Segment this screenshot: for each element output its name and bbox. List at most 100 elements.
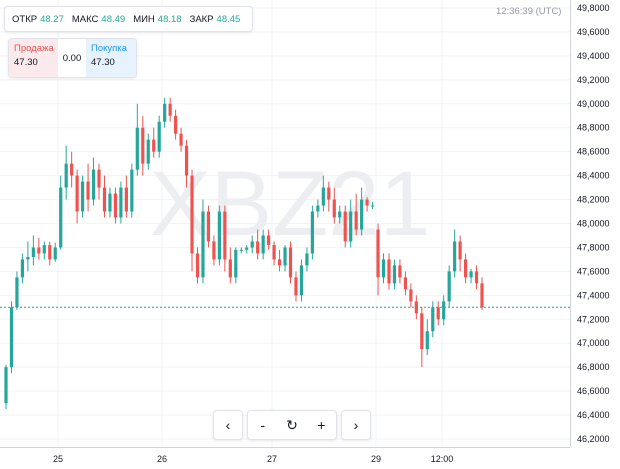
ohlc-legend: ОТКР 48.27 МАКС 48.49 МИН 48.18 ЗАКР 48.… (4, 6, 254, 32)
candle-body (75, 175, 79, 212)
price-tick-label: 47,2000 (577, 314, 610, 324)
candle-body (190, 175, 194, 254)
time-tick-label: 29 (371, 454, 381, 464)
candle-body (20, 259, 25, 278)
candle-body (294, 277, 298, 296)
buy-price: 47.30 (91, 57, 115, 68)
candle-body (234, 249, 238, 278)
candle-body (108, 193, 112, 212)
price-tick-label: 48,4000 (577, 171, 610, 181)
candle-body (365, 199, 369, 206)
candle-body (168, 103, 172, 116)
price-tick-label: 49,8000 (577, 3, 610, 13)
zoom-out-button[interactable]: - (260, 417, 265, 433)
candle-body (42, 245, 46, 254)
open-label: ОТКР (12, 13, 38, 25)
high-value: 48.49 (101, 13, 126, 25)
candle-body (305, 253, 309, 266)
candle-body (349, 211, 353, 242)
candle-body (206, 211, 211, 242)
candle-body (212, 241, 216, 260)
candle-body (179, 133, 183, 146)
candle-body (119, 187, 123, 218)
price-axis-bg (570, 0, 620, 469)
price-tick-label: 48,8000 (577, 123, 610, 133)
candle-body (184, 145, 189, 176)
candle-body (53, 247, 57, 260)
zoom-in-button[interactable]: + (317, 417, 326, 433)
candle-body (447, 271, 451, 302)
candle-body (228, 259, 232, 278)
candle-body (321, 187, 325, 206)
price-tick-label: 46,4000 (577, 410, 610, 420)
price-tick-label: 49,2000 (577, 75, 610, 85)
candle-body (431, 307, 435, 332)
price-tick-label: 49,4000 (577, 51, 610, 61)
buy-button[interactable]: Покупка 47.30 (86, 39, 136, 77)
candle-body (420, 313, 424, 350)
open-value: 48.27 (40, 13, 64, 25)
chevron-left-icon: ‹ (225, 417, 231, 433)
candle-body (283, 247, 287, 266)
candle-body (59, 187, 63, 248)
candle-body (201, 211, 205, 278)
candle-body (245, 247, 249, 250)
candle-body (135, 127, 139, 170)
reset-icon[interactable]: ↻ (286, 416, 298, 433)
candle-body (370, 205, 375, 207)
candle-body (463, 259, 468, 278)
trade-panel: Продажа 47.30 0.00 Покупка 47.30 (8, 38, 137, 78)
low-value: 48.18 (157, 13, 182, 25)
candle-body (376, 229, 380, 278)
candle-body (425, 331, 429, 350)
candle-body (469, 271, 473, 278)
price-tick-label: 46,6000 (577, 386, 610, 396)
price-tick-label: 49,6000 (577, 27, 610, 37)
candle-body (26, 257, 30, 260)
candle-body (332, 199, 336, 218)
price-tick-label: 48,0000 (577, 219, 610, 229)
candlestick-series (4, 97, 484, 410)
close-value: 48.45 (216, 13, 241, 25)
candle-body (474, 271, 479, 284)
price-tick-label: 47,6000 (577, 266, 610, 276)
candle-body (453, 241, 457, 272)
candle-body (327, 187, 331, 200)
candle-body (267, 235, 271, 246)
candle-body (9, 307, 14, 368)
candle-body (91, 169, 96, 200)
price-tick-label: 49,0000 (577, 99, 610, 109)
price-axis[interactable]: 49,8000 49,6000 49,4000 49,2000 49,0000 48,80… (570, 0, 620, 469)
candle-body (152, 139, 156, 152)
candle-body (381, 259, 386, 278)
candle-body (80, 181, 85, 212)
candle-body (223, 211, 227, 260)
symbol-watermark: XBZ21 (149, 153, 430, 255)
scroll-left-button[interactable]: ‹ (213, 410, 243, 440)
candle-body (86, 181, 90, 200)
candle-body (113, 193, 118, 218)
candle-body (277, 259, 282, 266)
spread-value: 0.00 (62, 52, 82, 64)
candle-body (130, 169, 134, 212)
time-tick-label: 27 (267, 454, 277, 464)
price-tick-label: 46,2000 (577, 434, 610, 444)
candle-body (343, 211, 347, 242)
candle-body (272, 245, 276, 260)
candle-body (403, 277, 408, 290)
price-tick-label: 47,4000 (577, 290, 610, 300)
candle-body (436, 307, 440, 320)
scroll-right-button[interactable]: › (341, 410, 371, 440)
candle-body (141, 127, 145, 164)
time-axis[interactable]: 25 26 27 29 12:00 (0, 447, 570, 465)
candle-body (310, 211, 314, 254)
sell-button[interactable]: Продажа 47.30 (9, 39, 58, 77)
candle-body (338, 211, 342, 218)
time-tick-label: 12:00 (431, 454, 454, 464)
server-clock: 12:36:39 (UTC) (496, 6, 562, 17)
candle-body (360, 199, 364, 230)
time-tick-label: 25 (53, 454, 63, 464)
candle-body (4, 367, 8, 404)
high-label: МАКС (71, 13, 99, 25)
